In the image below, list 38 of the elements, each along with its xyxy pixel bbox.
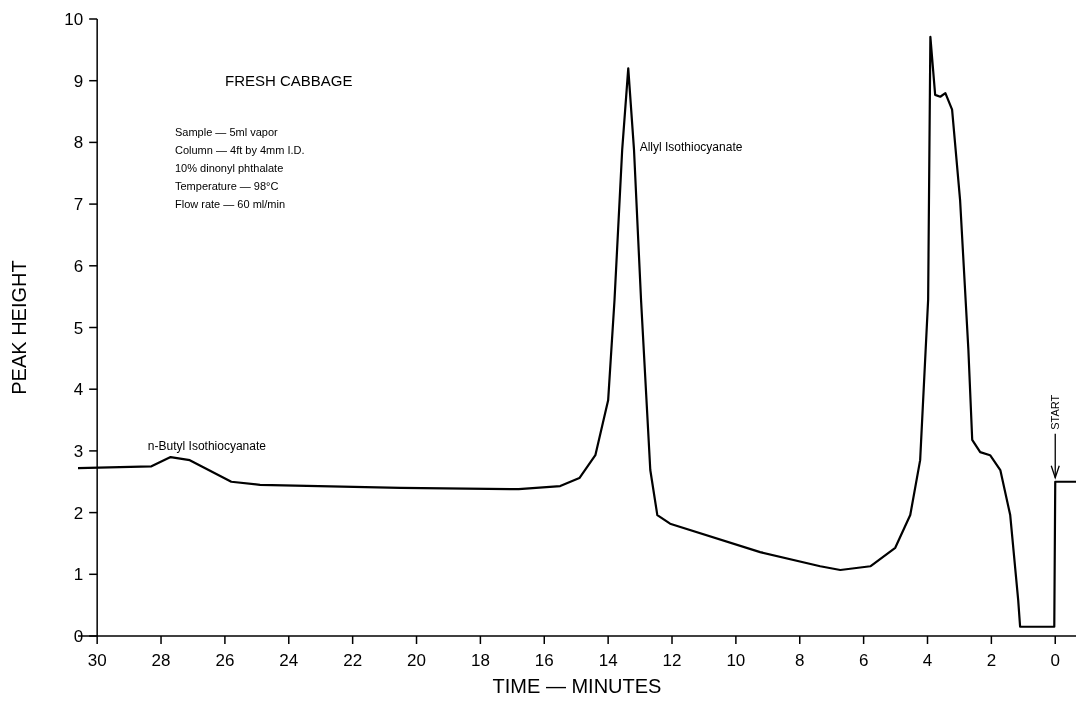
annotation: 10% dinonyl phthalate: [175, 162, 284, 174]
y-tick-label: 0: [73, 627, 84, 646]
x-tick-label: 18: [470, 651, 490, 670]
x-axis-title: TIME — MINUTES: [492, 675, 662, 697]
y-tick-label: 7: [73, 195, 84, 215]
annotation: Sample — 5ml vapor: [175, 126, 279, 138]
y-tick-label: 3: [73, 441, 84, 461]
text: FRESH CABBAGE: [225, 72, 353, 89]
y-tick-label: 8: [73, 133, 84, 153]
y-tick-label: 5: [73, 318, 84, 338]
x-tick-label: 6: [858, 651, 869, 670]
x-tick-label: 22: [343, 651, 363, 670]
y-tick-label: 2: [73, 503, 84, 523]
x-tick-label: 14: [598, 651, 618, 670]
x-tick-label: 10: [726, 651, 746, 670]
annotation: Allyl Isothiocyanate: [639, 140, 743, 155]
annotation: START: [1049, 394, 1062, 430]
x-tick-label: 4: [922, 651, 933, 670]
y-tick-label: 1: [73, 565, 84, 585]
x-tick-label: 26: [215, 651, 235, 670]
x-tick-label: 30: [87, 651, 107, 670]
x-tick-label: 12: [662, 651, 682, 670]
x-tick-label: 0: [1050, 651, 1060, 670]
y-tick-label: 10: [64, 10, 84, 29]
x-tick-label: 16: [534, 651, 554, 670]
annotation: Temperature — 98°C: [175, 180, 279, 192]
y-tick-label: 9: [73, 71, 84, 91]
x-tick-label: 8: [795, 651, 805, 670]
annotation: n-Butyl Isothiocyanate: [147, 439, 267, 454]
x-tick-label: 28: [151, 651, 171, 670]
x-tick-label: 2: [986, 651, 997, 670]
x-tick-label: 24: [279, 651, 299, 670]
annotation: Flow rate — 60 ml/min: [175, 198, 286, 210]
y-tick-label: 4: [73, 380, 84, 400]
y-tick-label: 6: [73, 256, 84, 276]
y-axis-title: PEAK HEIGHT: [8, 260, 30, 395]
annotation: Column — 4ft by 4mm I.D.: [175, 144, 305, 156]
x-tick-label: 20: [407, 651, 426, 670]
